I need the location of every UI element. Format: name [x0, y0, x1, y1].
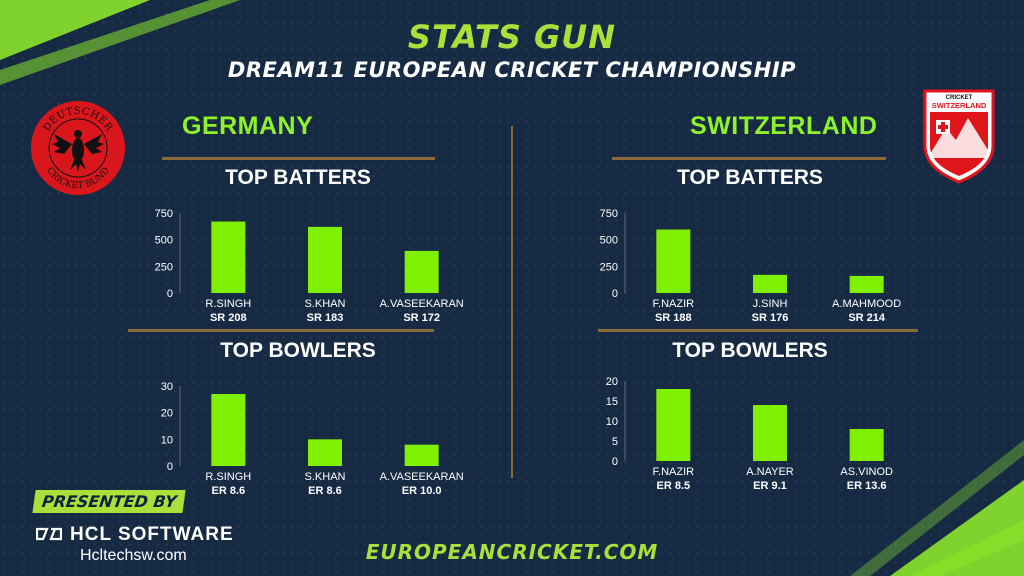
- y-tick-label: 500: [600, 235, 618, 247]
- bar: [211, 221, 246, 293]
- eagle-icon: [52, 130, 104, 172]
- category-label: S.KHAN: [305, 298, 346, 310]
- bar: [308, 439, 342, 466]
- y-tick-label: 10: [161, 434, 173, 446]
- bar: [656, 229, 691, 293]
- section-title-bowlers: TOP BOWLERS: [672, 339, 828, 362]
- category-label: AS.VINOD: [840, 466, 893, 478]
- y-tick-label: 15: [606, 396, 618, 408]
- deutscher-cricket-bund-logo: DEUTSCHER CRICKET BUND: [31, 101, 125, 195]
- bar: [656, 389, 691, 461]
- stat-label: ER 9.1: [753, 480, 787, 492]
- header-subtitle: DREAM11 EUROPEAN CRICKET CHAMPIONSHIP: [227, 58, 797, 82]
- stat-label: SR 214: [848, 312, 886, 324]
- sponsor-name: HCL SOFTWARE: [36, 524, 234, 546]
- category-label: A.NAYER: [746, 466, 794, 478]
- chart-germany-batters: 0 250 500 750 R.SINGH SR 208 S.KHAN SR 183 A.VAS…: [155, 208, 464, 324]
- category-label: R.SINGH: [205, 471, 251, 483]
- y-tick-label: 500: [155, 235, 173, 247]
- chart-germany-bowlers: 0 10 20 30 R.SINGH ER 8.6 S.KHAN ER 8.6 A.VASEEK…: [161, 381, 464, 497]
- category-label: A.MAHMOOD: [832, 298, 901, 310]
- stat-label: ER 13.6: [847, 480, 887, 492]
- chart-switzerland-batters: 0 250 500 750 F.NAZIR SR 188 J.SINH SR 176 A.MAH…: [600, 208, 902, 324]
- sponsor-website[interactable]: Hcltechsw.com: [80, 547, 187, 564]
- section-title-batters: TOP BATTERS: [677, 166, 823, 189]
- y-tick-label: 750: [155, 208, 173, 220]
- stat-label: SR 176: [752, 312, 789, 324]
- presented-by-badge: PRESENTED BY: [32, 490, 187, 513]
- bar: [849, 275, 884, 293]
- y-tick-label: 20: [161, 408, 173, 420]
- header-title: STATS GUN: [407, 18, 617, 56]
- country-germany: GERMANY: [182, 112, 314, 140]
- section-title-bowlers: TOP BOWLERS: [220, 339, 376, 362]
- category-label: J.SINH: [753, 298, 788, 310]
- footer-website-link[interactable]: EUROPEANCRICKET.COM: [365, 540, 659, 564]
- y-tick-label: 0: [612, 456, 618, 468]
- sponsor-label: HCL SOFTWARE: [70, 524, 234, 545]
- category-label: A.VASEEKARAN: [380, 471, 464, 483]
- y-tick-label: 10: [606, 416, 618, 428]
- bar: [404, 250, 439, 293]
- stat-label: SR 172: [403, 312, 440, 324]
- category-label: S.KHAN: [305, 471, 346, 483]
- bar: [211, 394, 246, 466]
- hcl-logo-icon: [36, 527, 62, 541]
- country-switzerland: SWITZERLAND: [690, 112, 878, 140]
- stat-label: ER 8.6: [212, 485, 246, 497]
- y-tick-label: 750: [600, 208, 618, 220]
- center-divider: [511, 126, 513, 478]
- y-tick-label: 250: [155, 261, 173, 273]
- bar: [753, 274, 787, 293]
- logo-text-top: CRICKET: [946, 95, 973, 101]
- stat-label: ER 10.0: [402, 485, 442, 497]
- bar: [404, 444, 439, 466]
- y-tick-label: 0: [167, 461, 173, 473]
- category-label: F.NAZIR: [653, 466, 695, 478]
- bar: [753, 405, 787, 461]
- stat-label: SR 188: [655, 312, 692, 324]
- stat-label: ER 8.6: [308, 485, 342, 497]
- y-tick-label: 5: [612, 436, 618, 448]
- y-tick-label: 0: [612, 288, 618, 300]
- bar: [308, 226, 342, 293]
- divider-rule: [612, 157, 886, 160]
- y-tick-label: 20: [606, 376, 618, 388]
- bar: [849, 429, 884, 461]
- cricket-switzerland-logo: CRICKET SWITZERLAND: [923, 89, 995, 184]
- divider-rule: [128, 329, 434, 332]
- category-label: A.VASEEKARAN: [380, 298, 464, 310]
- section-title-batters: TOP BATTERS: [225, 166, 371, 189]
- logo-text-bottom: SWITZERLAND: [932, 101, 987, 110]
- stat-label: SR 208: [210, 312, 247, 324]
- y-tick-label: 250: [600, 261, 618, 273]
- y-tick-label: 30: [161, 381, 173, 393]
- divider-rule: [598, 329, 918, 332]
- category-label: F.NAZIR: [653, 298, 695, 310]
- y-tick-label: 0: [167, 288, 173, 300]
- divider-rule: [162, 157, 435, 160]
- stat-label: SR 183: [307, 312, 344, 324]
- category-label: R.SINGH: [205, 298, 251, 310]
- chart-switzerland-bowlers: 0 5 10 15 20 F.NAZIR ER 8.5 A.NAYER ER 9.1 AS.VIN…: [606, 376, 893, 492]
- stat-label: ER 8.5: [657, 480, 691, 492]
